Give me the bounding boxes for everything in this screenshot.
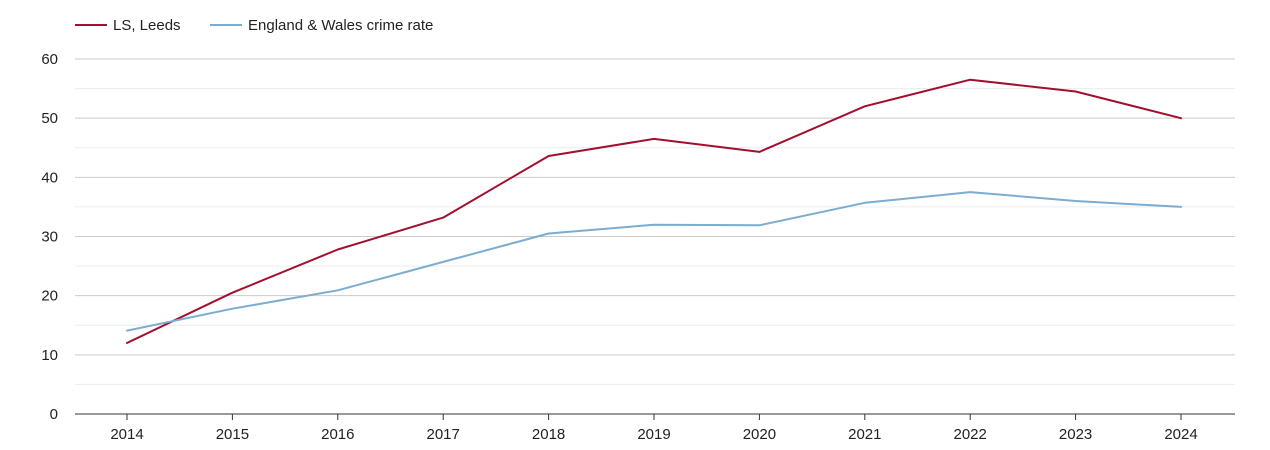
grid-lines: [75, 58, 1235, 385]
y-tick-label: 50: [41, 110, 58, 127]
x-tick-label: 2020: [743, 426, 776, 443]
y-tick-label: 30: [41, 229, 58, 246]
x-tick-label: 2016: [321, 426, 354, 443]
x-tick-label: 2017: [427, 426, 460, 443]
legend: LS, Leeds England & Wales crime rate: [75, 17, 433, 34]
series-line-england-wales: [126, 191, 1182, 332]
y-tick-label: 40: [41, 169, 58, 186]
x-tick-label: 2015: [216, 426, 249, 443]
legend-item-england-wales[interactable]: England & Wales crime rate: [210, 17, 433, 34]
y-tick-label: 20: [41, 288, 58, 305]
x-tick-label: 2023: [1059, 426, 1092, 443]
legend-item-leeds[interactable]: LS, Leeds: [75, 17, 181, 34]
x-tick-label: 2021: [848, 426, 881, 443]
x-tick-label: 2022: [954, 426, 987, 443]
x-tick-label: 2019: [637, 426, 670, 443]
legend-label-england-wales: England & Wales crime rate: [248, 17, 433, 34]
series-lines: [126, 78, 1182, 344]
y-tick-labels: 0 10 20 30 40 50 60: [41, 51, 58, 423]
x-tick-label: 2014: [110, 426, 143, 443]
x-tick-labels: 2014 2015 2016 2017 2018 2019 2020 2021 2022 2023…: [110, 414, 1198, 443]
x-tick-label: 2018: [532, 426, 565, 443]
y-tick-label: 10: [41, 347, 58, 364]
legend-label-leeds: LS, Leeds: [113, 17, 181, 34]
x-tick-label: 2024: [1164, 426, 1197, 443]
series-line-leeds: [126, 78, 1182, 344]
y-tick-label: 0: [50, 406, 58, 423]
y-tick-label: 60: [41, 51, 58, 68]
